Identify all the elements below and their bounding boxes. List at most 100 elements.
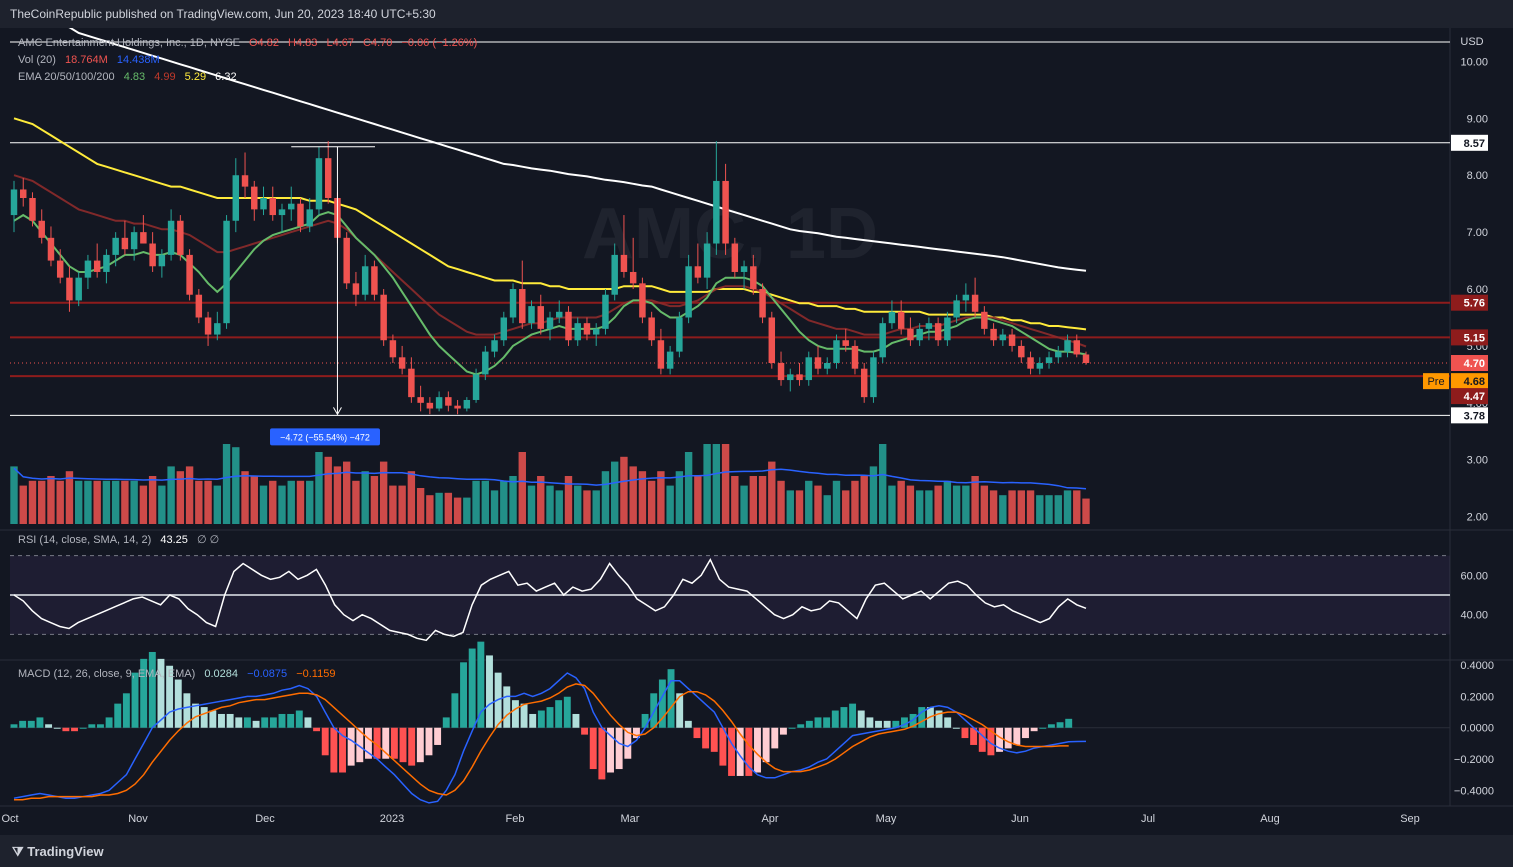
candle bbox=[1073, 334, 1080, 358]
price-tick-label: 9.00 bbox=[1467, 113, 1488, 125]
candle bbox=[167, 209, 175, 261]
candle-body bbox=[1008, 334, 1016, 346]
volume-bar bbox=[777, 480, 785, 524]
tradingview-logo[interactable]: ⧩ TradingView bbox=[12, 844, 104, 860]
candle-body bbox=[870, 357, 877, 398]
time-axis[interactable]: Oct Nov Dec 2023 Feb Mar Apr May Jun Jul Aug Sep bbox=[1, 813, 1419, 825]
macd-hist-bar bbox=[849, 703, 857, 728]
volume-bar bbox=[1008, 490, 1016, 524]
macd-hist-bar bbox=[166, 665, 174, 728]
candle-body bbox=[971, 294, 979, 312]
candle-body bbox=[186, 254, 193, 295]
macd-hist-bar bbox=[944, 717, 952, 728]
macd-hist-bar bbox=[226, 713, 234, 728]
macd-hist-bar bbox=[961, 727, 969, 739]
macd-hist-bar bbox=[192, 703, 200, 728]
candle-body bbox=[796, 374, 803, 381]
candle-body bbox=[620, 254, 628, 272]
candle bbox=[278, 203, 286, 233]
candle-body bbox=[251, 186, 258, 210]
candles[interactable] bbox=[10, 141, 1090, 415]
candle-body bbox=[611, 254, 618, 295]
volume-bar bbox=[93, 480, 101, 524]
measure-tool[interactable]: −4.72 (−55.54%) −472 bbox=[270, 146, 380, 446]
volume-bar bbox=[925, 490, 933, 524]
candle bbox=[75, 271, 82, 307]
candle bbox=[140, 215, 147, 244]
candle bbox=[103, 249, 110, 284]
macd-hist-bar bbox=[607, 727, 614, 773]
volume-bar bbox=[943, 480, 952, 524]
candle-body bbox=[482, 351, 489, 375]
candle-body bbox=[75, 277, 82, 301]
candle bbox=[38, 209, 45, 244]
candle bbox=[537, 294, 544, 335]
candle-body bbox=[602, 294, 609, 329]
candle bbox=[722, 163, 729, 255]
volume-bar bbox=[564, 476, 573, 524]
macd-hist-bar bbox=[987, 727, 995, 756]
macd-hist-bar bbox=[520, 703, 528, 728]
macd-hist-bar bbox=[823, 717, 831, 728]
candle-body bbox=[177, 220, 184, 255]
macd-hist-bar bbox=[261, 717, 269, 728]
vol-value2: 14.438M bbox=[117, 54, 160, 66]
candle-body bbox=[731, 243, 739, 272]
volume-bar bbox=[675, 471, 684, 524]
macd-hist-value: 0.0284 bbox=[204, 668, 238, 680]
chart-canvas[interactable]: AMC, 1D −4.72 (−55.54%) −472 10.00 9.00 8.… bbox=[0, 28, 1513, 835]
candle-body bbox=[860, 368, 868, 398]
candle bbox=[112, 232, 119, 267]
ema100-value: 5.29 bbox=[185, 71, 206, 83]
macd-hist-bar bbox=[598, 727, 606, 780]
candle bbox=[408, 357, 415, 403]
volume-bar bbox=[952, 485, 961, 524]
volume-bar bbox=[574, 485, 582, 524]
candle bbox=[851, 340, 859, 375]
volume-bar bbox=[296, 480, 305, 524]
volume-bar bbox=[814, 485, 822, 524]
candle-body bbox=[556, 311, 563, 318]
macd-hist-bar bbox=[53, 727, 61, 729]
volume-bar bbox=[989, 490, 998, 524]
candle-body bbox=[463, 399, 471, 409]
candle bbox=[93, 243, 101, 278]
volume-bar bbox=[250, 476, 258, 524]
candle bbox=[814, 345, 822, 375]
volume-bar bbox=[204, 480, 212, 524]
candle bbox=[20, 178, 27, 207]
volume-bar bbox=[647, 480, 656, 524]
price-level-tag bbox=[1451, 407, 1488, 424]
publish-info: TheCoinRepublic published on TradingView… bbox=[10, 7, 436, 21]
candle bbox=[232, 158, 240, 233]
macd-hist-bar bbox=[477, 641, 485, 728]
time-tick-label: May bbox=[876, 813, 897, 825]
macd-hist-bar bbox=[641, 713, 649, 728]
volume-bar bbox=[842, 490, 850, 524]
candle-body bbox=[583, 323, 591, 335]
price-axis[interactable]: 10.009.008.007.006.005.004.003.002.008.5… bbox=[1423, 56, 1494, 797]
volume-bar bbox=[74, 480, 83, 524]
candle-body bbox=[925, 323, 933, 329]
candle-body bbox=[879, 323, 886, 358]
candle-body bbox=[676, 317, 683, 352]
candle bbox=[629, 237, 637, 290]
price-tick-label: 2.00 bbox=[1467, 512, 1488, 524]
candle-body bbox=[990, 328, 997, 341]
volume-bar bbox=[65, 471, 74, 524]
currency-label[interactable]: USD bbox=[1460, 36, 1483, 48]
candle-body bbox=[10, 189, 18, 216]
candle bbox=[944, 311, 951, 346]
candle bbox=[1064, 334, 1071, 358]
volume-bar bbox=[509, 476, 517, 524]
candle bbox=[888, 300, 896, 329]
macd-hist-bar bbox=[364, 727, 372, 759]
volume-bar bbox=[379, 461, 388, 524]
candle-body bbox=[592, 328, 600, 335]
macd-hist-bar bbox=[140, 658, 148, 728]
candle-body bbox=[408, 368, 415, 398]
volume-bar bbox=[130, 480, 138, 524]
candle-body bbox=[223, 220, 230, 324]
candle-body bbox=[269, 198, 276, 216]
macd-hist-bar bbox=[684, 720, 692, 728]
